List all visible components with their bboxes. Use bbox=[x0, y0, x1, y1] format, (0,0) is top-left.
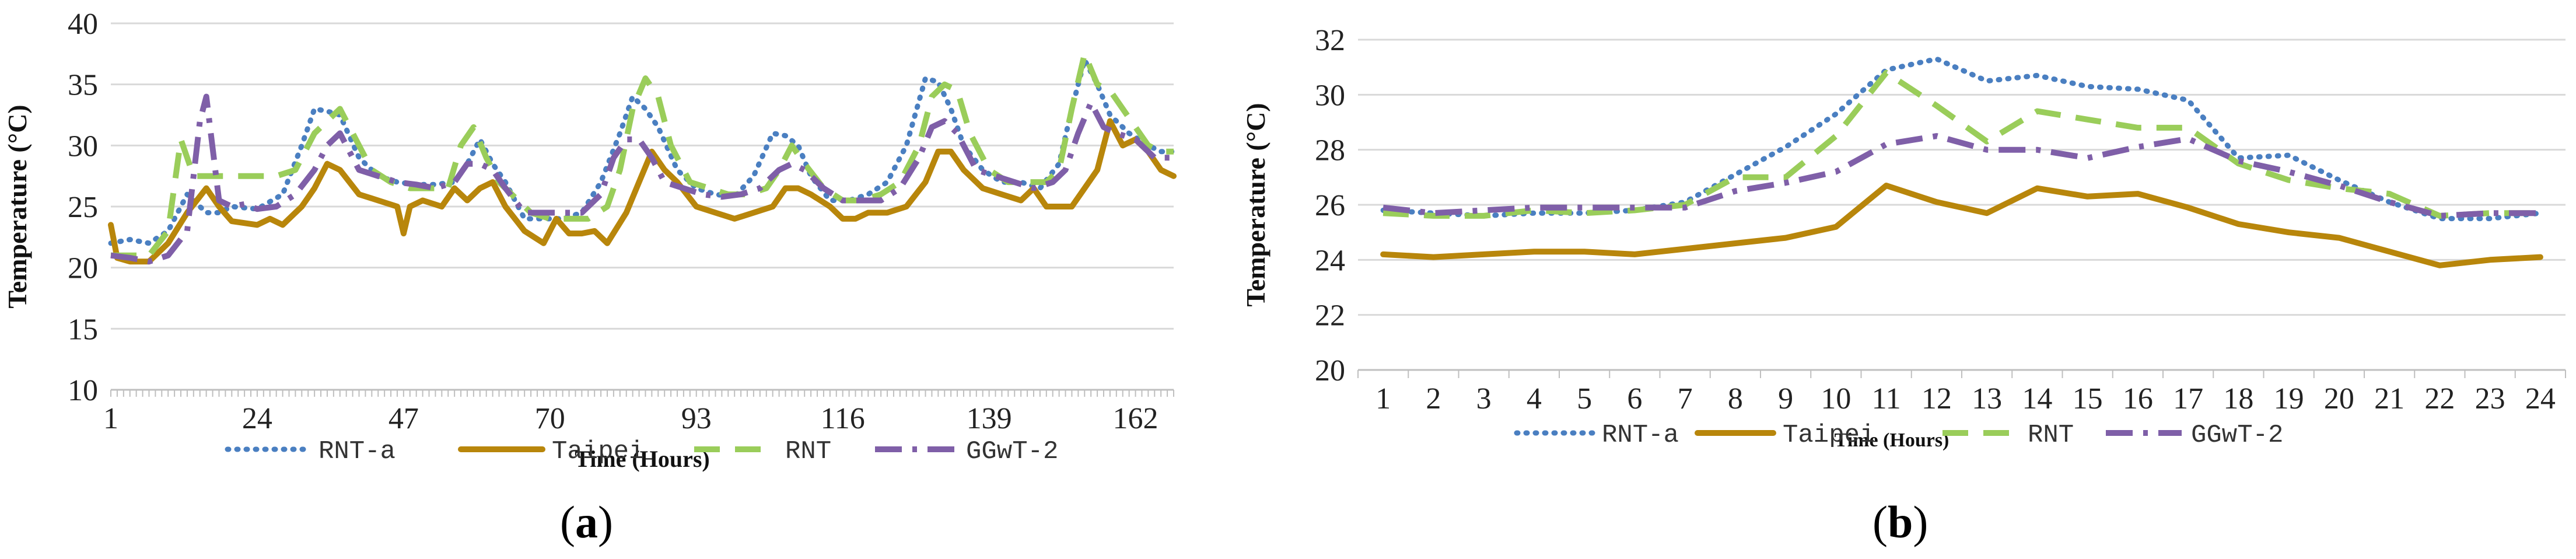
chart-b-xtick-label: 13 bbox=[1972, 382, 2002, 415]
caption-a-close: ) bbox=[597, 497, 613, 547]
chart-b-ytick-label: 30 bbox=[1315, 79, 1345, 112]
caption-a: (a) bbox=[560, 496, 613, 548]
chart-b-xtick-label: 18 bbox=[2223, 382, 2253, 415]
chart-a-xtick-label: 93 bbox=[681, 402, 712, 435]
caption-b-letter: b bbox=[1887, 497, 1913, 547]
chart-a-ytick-label: 40 bbox=[68, 8, 98, 41]
chart-b-xtick-label: 3 bbox=[1476, 382, 1492, 415]
chart-a-x-axis-label: Time (Hours) bbox=[575, 446, 709, 472]
chart-a-ytick-label: 20 bbox=[68, 252, 98, 285]
chart-a-xtick-label: 47 bbox=[388, 402, 419, 435]
chart-b-xtick-label: 10 bbox=[1821, 382, 1851, 415]
chart-a-ytick-label: 15 bbox=[68, 313, 98, 346]
chart-b-series-line-taipei bbox=[1380, 183, 2543, 268]
chart-b-xtick-label: 17 bbox=[2173, 382, 2203, 415]
chart-b-xtick-label: 24 bbox=[2525, 382, 2556, 415]
chart-b-series-line-rnt bbox=[1382, 69, 2540, 219]
chart-b-x-axis-label: Time (Hours) bbox=[1835, 429, 1950, 451]
chart-b-xtick-label: 14 bbox=[2022, 382, 2052, 415]
chart-b-legend-label-0: RNT-a bbox=[1602, 421, 1679, 450]
chart-b-series-line-rnt-a bbox=[1380, 56, 2543, 222]
chart-b-xtick-label: 6 bbox=[1627, 382, 1642, 415]
chart-panel-a: 10 15 20 25 30 35 40 1 24 47 70 93 116 139 162 Time (Ho… bbox=[0, 0, 1196, 559]
chart-b-ytick-label: 32 bbox=[1315, 24, 1345, 57]
chart-b-xtick-label: 22 bbox=[2424, 382, 2455, 415]
chart-b-xtick-label: 5 bbox=[1577, 382, 1592, 415]
chart-a-ytick-label: 10 bbox=[68, 374, 98, 407]
chart-b-y-axis-label: Temperature (°C) bbox=[1241, 103, 1270, 306]
caption-b: (b) bbox=[1873, 496, 1928, 548]
chart-a-xtick-label: 1 bbox=[103, 402, 118, 435]
caption-a-open: ( bbox=[560, 497, 575, 547]
chart-a-ytick-label: 25 bbox=[68, 191, 98, 224]
chart-a-series-line-taipei bbox=[108, 118, 1177, 265]
chart-b-xtick-label: 12 bbox=[1922, 382, 1952, 415]
chart-a-legend-label-0: RNT-a bbox=[318, 437, 396, 466]
chart-a-svg: 10 15 20 25 30 35 40 1 24 47 70 93 116 139 162 Time (Ho… bbox=[2, 8, 1177, 472]
chart-a-legend-label-3: GGwT-2 bbox=[966, 437, 1058, 466]
chart-a-legend-label-2: RNT bbox=[785, 437, 831, 466]
chart-b-xtick-label: 1 bbox=[1376, 382, 1391, 415]
chart-b-ytick-label: 24 bbox=[1315, 244, 1345, 277]
chart-a-xtick-label: 116 bbox=[821, 402, 865, 435]
chart-b-xtick-label: 21 bbox=[2374, 382, 2404, 415]
chart-b-xtick-label: 9 bbox=[1778, 382, 1793, 415]
chart-a-xtick-label: 70 bbox=[535, 402, 565, 435]
chart-a-xtick-label: 139 bbox=[967, 402, 1012, 435]
chart-b-xtick-label: 8 bbox=[1728, 382, 1743, 415]
chart-b-xtick-label: 16 bbox=[2123, 382, 2153, 415]
chart-b-ytick-label: 28 bbox=[1315, 134, 1345, 167]
chart-b-ytick-label: 22 bbox=[1315, 299, 1345, 333]
chart-a-legend-label-1: Taipei bbox=[552, 437, 644, 466]
chart-b-xtick-label: 2 bbox=[1426, 382, 1441, 415]
chart-b-legend-label-3: GGwT-2 bbox=[2191, 421, 2283, 450]
caption-b-open: ( bbox=[1873, 497, 1888, 547]
chart-b-ytick-label: 20 bbox=[1315, 354, 1345, 387]
chart-b-xtick-label: 4 bbox=[1527, 382, 1542, 415]
chart-a-y-axis-label: Temperature (°C) bbox=[2, 104, 32, 308]
chart-b-xtick-label: 23 bbox=[2475, 382, 2505, 415]
chart-a-ytick-label: 30 bbox=[68, 130, 98, 163]
chart-a-xtick-label: 24 bbox=[242, 402, 272, 435]
chart-b-xtick-label: 7 bbox=[1678, 382, 1693, 415]
chart-b-xtick-label: 15 bbox=[2073, 382, 2103, 415]
chart-a-xtick-label: 162 bbox=[1113, 402, 1158, 435]
chart-a-series-line-ggwt-2 bbox=[110, 93, 1174, 265]
chart-a-ytick-label: 35 bbox=[68, 69, 98, 102]
chart-b-xtick-label: 11 bbox=[1872, 382, 1901, 415]
chart-b-xtick-label: 19 bbox=[2274, 382, 2304, 415]
chart-b-legend-label-2: RNT bbox=[2028, 421, 2074, 450]
chart-a-series-line-rnt bbox=[111, 51, 1174, 258]
chart-b-ytick-label: 26 bbox=[1315, 189, 1345, 222]
chart-b-series-line-ggwt-2 bbox=[1382, 133, 2540, 219]
caption-a-letter: a bbox=[575, 497, 598, 547]
chart-panel-b: 20 22 24 26 28 30 32 1 2 3 4 5 6 7 8 9 10 11 12 13 14 15 16 17 1… bbox=[1213, 0, 2576, 559]
chart-b-xtick-label: 20 bbox=[2324, 382, 2354, 415]
chart-b-legend-label-1: Taipei bbox=[1783, 421, 1875, 450]
caption-b-close: ) bbox=[1913, 497, 1929, 547]
